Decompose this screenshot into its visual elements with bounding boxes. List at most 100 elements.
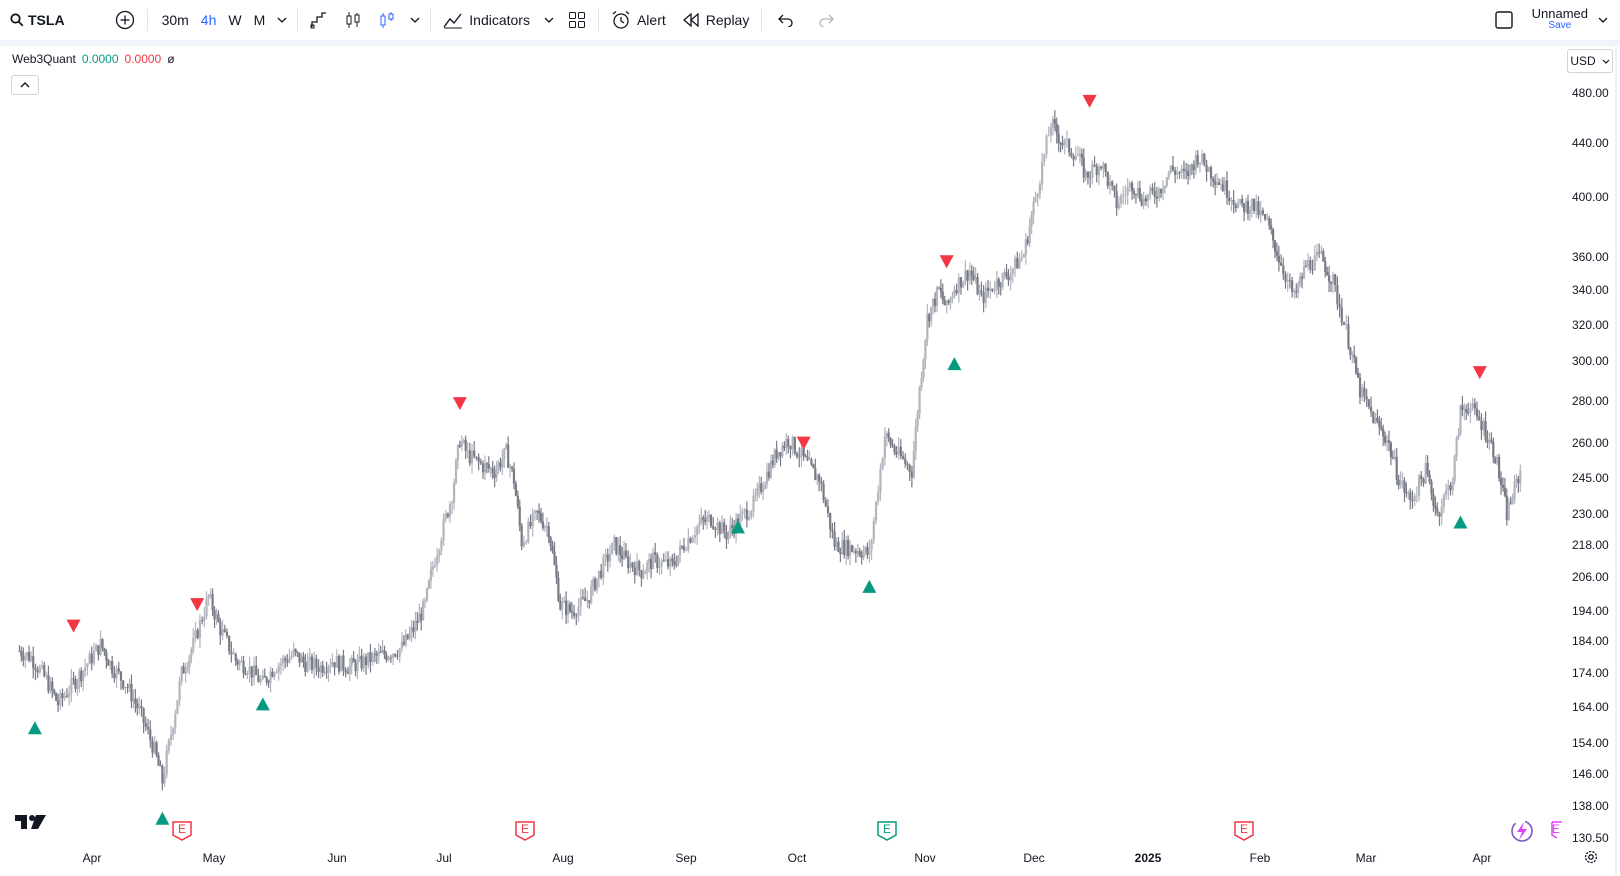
price-tick: 174.00 xyxy=(1572,666,1609,680)
redo-button[interactable] xyxy=(806,0,846,40)
price-bar-body xyxy=(1293,291,1296,293)
tradingview-logo[interactable] xyxy=(14,812,48,837)
price-bar-body xyxy=(887,433,890,439)
replay-button[interactable]: Replay xyxy=(674,0,758,40)
price-bar-body xyxy=(460,441,463,447)
price-bar-body xyxy=(88,653,91,665)
earnings-badge-red[interactable]: E xyxy=(1233,820,1255,847)
price-bar-body xyxy=(1020,257,1023,260)
earnings-badge-purple[interactable]: E xyxy=(1550,820,1562,847)
compare-symbol-button[interactable] xyxy=(107,0,143,40)
price-bar-body xyxy=(142,708,145,724)
price-bar-body xyxy=(1113,185,1116,192)
price-bar-body xyxy=(1447,485,1450,491)
layout-name-button[interactable]: Unnamed Save xyxy=(1532,7,1588,32)
price-bar-body xyxy=(136,703,139,709)
bar-chart-type-button[interactable] xyxy=(336,0,370,40)
price-bar-body xyxy=(410,627,413,633)
price-bar-body xyxy=(1065,139,1069,140)
price-bar-body xyxy=(941,291,944,300)
chart-type-dropdown-button[interactable] xyxy=(404,0,426,40)
price-bar-body xyxy=(113,673,116,679)
price-bar-body xyxy=(993,289,996,291)
layout-grid-button[interactable] xyxy=(560,0,594,40)
earnings-badge-red[interactable]: E xyxy=(171,820,193,847)
price-bar-body xyxy=(1032,201,1035,215)
price-bar-body xyxy=(379,651,382,653)
price-bar-body xyxy=(1059,142,1062,144)
price-bar-body xyxy=(1013,257,1017,269)
price-bar-body xyxy=(325,671,328,673)
price-bar-body xyxy=(40,665,44,668)
timeframe-30m[interactable]: 30m xyxy=(161,12,189,28)
price-bar-body xyxy=(82,670,85,681)
indicators-button[interactable]: Indicators xyxy=(435,0,538,40)
price-bar-body xyxy=(754,495,757,497)
symbol-search-button[interactable]: TSLA xyxy=(0,0,73,40)
price-bar-body xyxy=(228,635,231,652)
line-chart-type-button[interactable] xyxy=(302,0,336,40)
price-chart[interactable] xyxy=(0,46,1620,876)
price-bar-body xyxy=(1309,260,1312,270)
price-bar-body xyxy=(671,558,674,562)
candle-chart-type-button[interactable] xyxy=(370,0,404,40)
price-bar-body xyxy=(1426,462,1429,475)
indicators-dropdown-button[interactable] xyxy=(538,0,560,40)
timeframe-4h[interactable]: 4h xyxy=(200,12,217,28)
price-bar-body xyxy=(188,656,191,668)
indicator-legend[interactable]: Web3Quant 0.0000 0.0000 ø xyxy=(12,52,175,66)
time-tick: Feb xyxy=(1249,851,1271,865)
price-bar-body xyxy=(1219,184,1223,186)
price-bar-body xyxy=(912,451,915,478)
price-tick: 300.00 xyxy=(1572,354,1609,368)
earnings-badge-red[interactable]: E xyxy=(514,820,536,847)
events-button[interactable] xyxy=(1508,818,1536,849)
earnings-badge-green[interactable]: E xyxy=(876,820,898,847)
price-bar-body xyxy=(650,558,653,570)
sell-signal-marker xyxy=(452,397,467,411)
price-bar-body xyxy=(1499,478,1503,485)
price-bar-body xyxy=(1480,420,1483,431)
price-bar-body xyxy=(32,656,35,669)
price-bar-body xyxy=(773,449,776,466)
price-bar-body xyxy=(524,542,528,543)
price-bar-body xyxy=(1132,191,1136,194)
replay-label: Replay xyxy=(705,12,750,28)
price-bar-body xyxy=(1496,457,1499,464)
price-bar-body xyxy=(922,359,925,379)
price-bar-body xyxy=(151,740,154,753)
chart-settings-button[interactable] xyxy=(1583,849,1599,870)
price-bar-body xyxy=(466,450,469,452)
timeframe-w[interactable]: W xyxy=(228,12,242,28)
time-tick: Mar xyxy=(1355,851,1377,865)
price-bar-body xyxy=(340,655,343,672)
price-bar-body xyxy=(1215,182,1219,185)
price-bar-body xyxy=(51,681,54,691)
price-bar-body xyxy=(1471,403,1474,409)
price-bar-body xyxy=(375,653,378,656)
alert-button[interactable]: Alert xyxy=(603,0,674,40)
indicator-name: Web3Quant xyxy=(12,52,76,66)
price-bar-body xyxy=(505,444,508,449)
price-bar-body xyxy=(709,515,713,527)
timeframe-m[interactable]: M xyxy=(253,12,266,28)
price-bar-body xyxy=(1106,172,1109,187)
price-bar-body xyxy=(658,566,661,568)
price-bar-body xyxy=(1104,163,1107,173)
collapse-legend-button[interactable] xyxy=(11,75,39,95)
timeframe-dropdown-button[interactable] xyxy=(271,0,293,40)
layout-dropdown-button[interactable] xyxy=(1588,0,1620,40)
price-bar-body xyxy=(438,550,441,557)
undo-button[interactable] xyxy=(766,0,806,40)
time-tick: Dec xyxy=(1023,851,1045,865)
price-bar-body xyxy=(315,658,318,668)
price-bar-body xyxy=(55,693,58,701)
price-bar-body xyxy=(174,713,177,729)
price-bar-body xyxy=(1178,172,1181,174)
price-bar-body xyxy=(762,488,765,492)
price-bar-body xyxy=(109,661,112,666)
price-bar-body xyxy=(1026,239,1029,244)
layout-toggle-button[interactable] xyxy=(1486,0,1522,40)
currency-selector[interactable]: USD xyxy=(1567,49,1613,73)
buy-signal-marker xyxy=(731,520,746,534)
